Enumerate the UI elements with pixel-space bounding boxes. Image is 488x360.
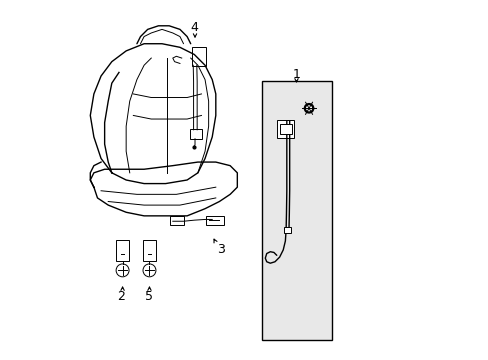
FancyBboxPatch shape (206, 216, 223, 225)
FancyBboxPatch shape (279, 124, 291, 134)
FancyBboxPatch shape (277, 120, 293, 138)
Text: 4: 4 (190, 21, 198, 34)
Text: 5: 5 (145, 290, 153, 303)
Circle shape (304, 104, 313, 113)
FancyBboxPatch shape (191, 46, 205, 66)
FancyBboxPatch shape (190, 129, 202, 139)
FancyBboxPatch shape (143, 240, 155, 261)
FancyBboxPatch shape (116, 240, 128, 261)
FancyBboxPatch shape (283, 227, 291, 233)
Text: 3: 3 (217, 243, 224, 256)
Text: 2: 2 (117, 290, 124, 303)
Text: 1: 1 (292, 68, 300, 81)
Circle shape (306, 106, 311, 111)
FancyBboxPatch shape (170, 216, 184, 225)
Bar (262, 81, 332, 339)
